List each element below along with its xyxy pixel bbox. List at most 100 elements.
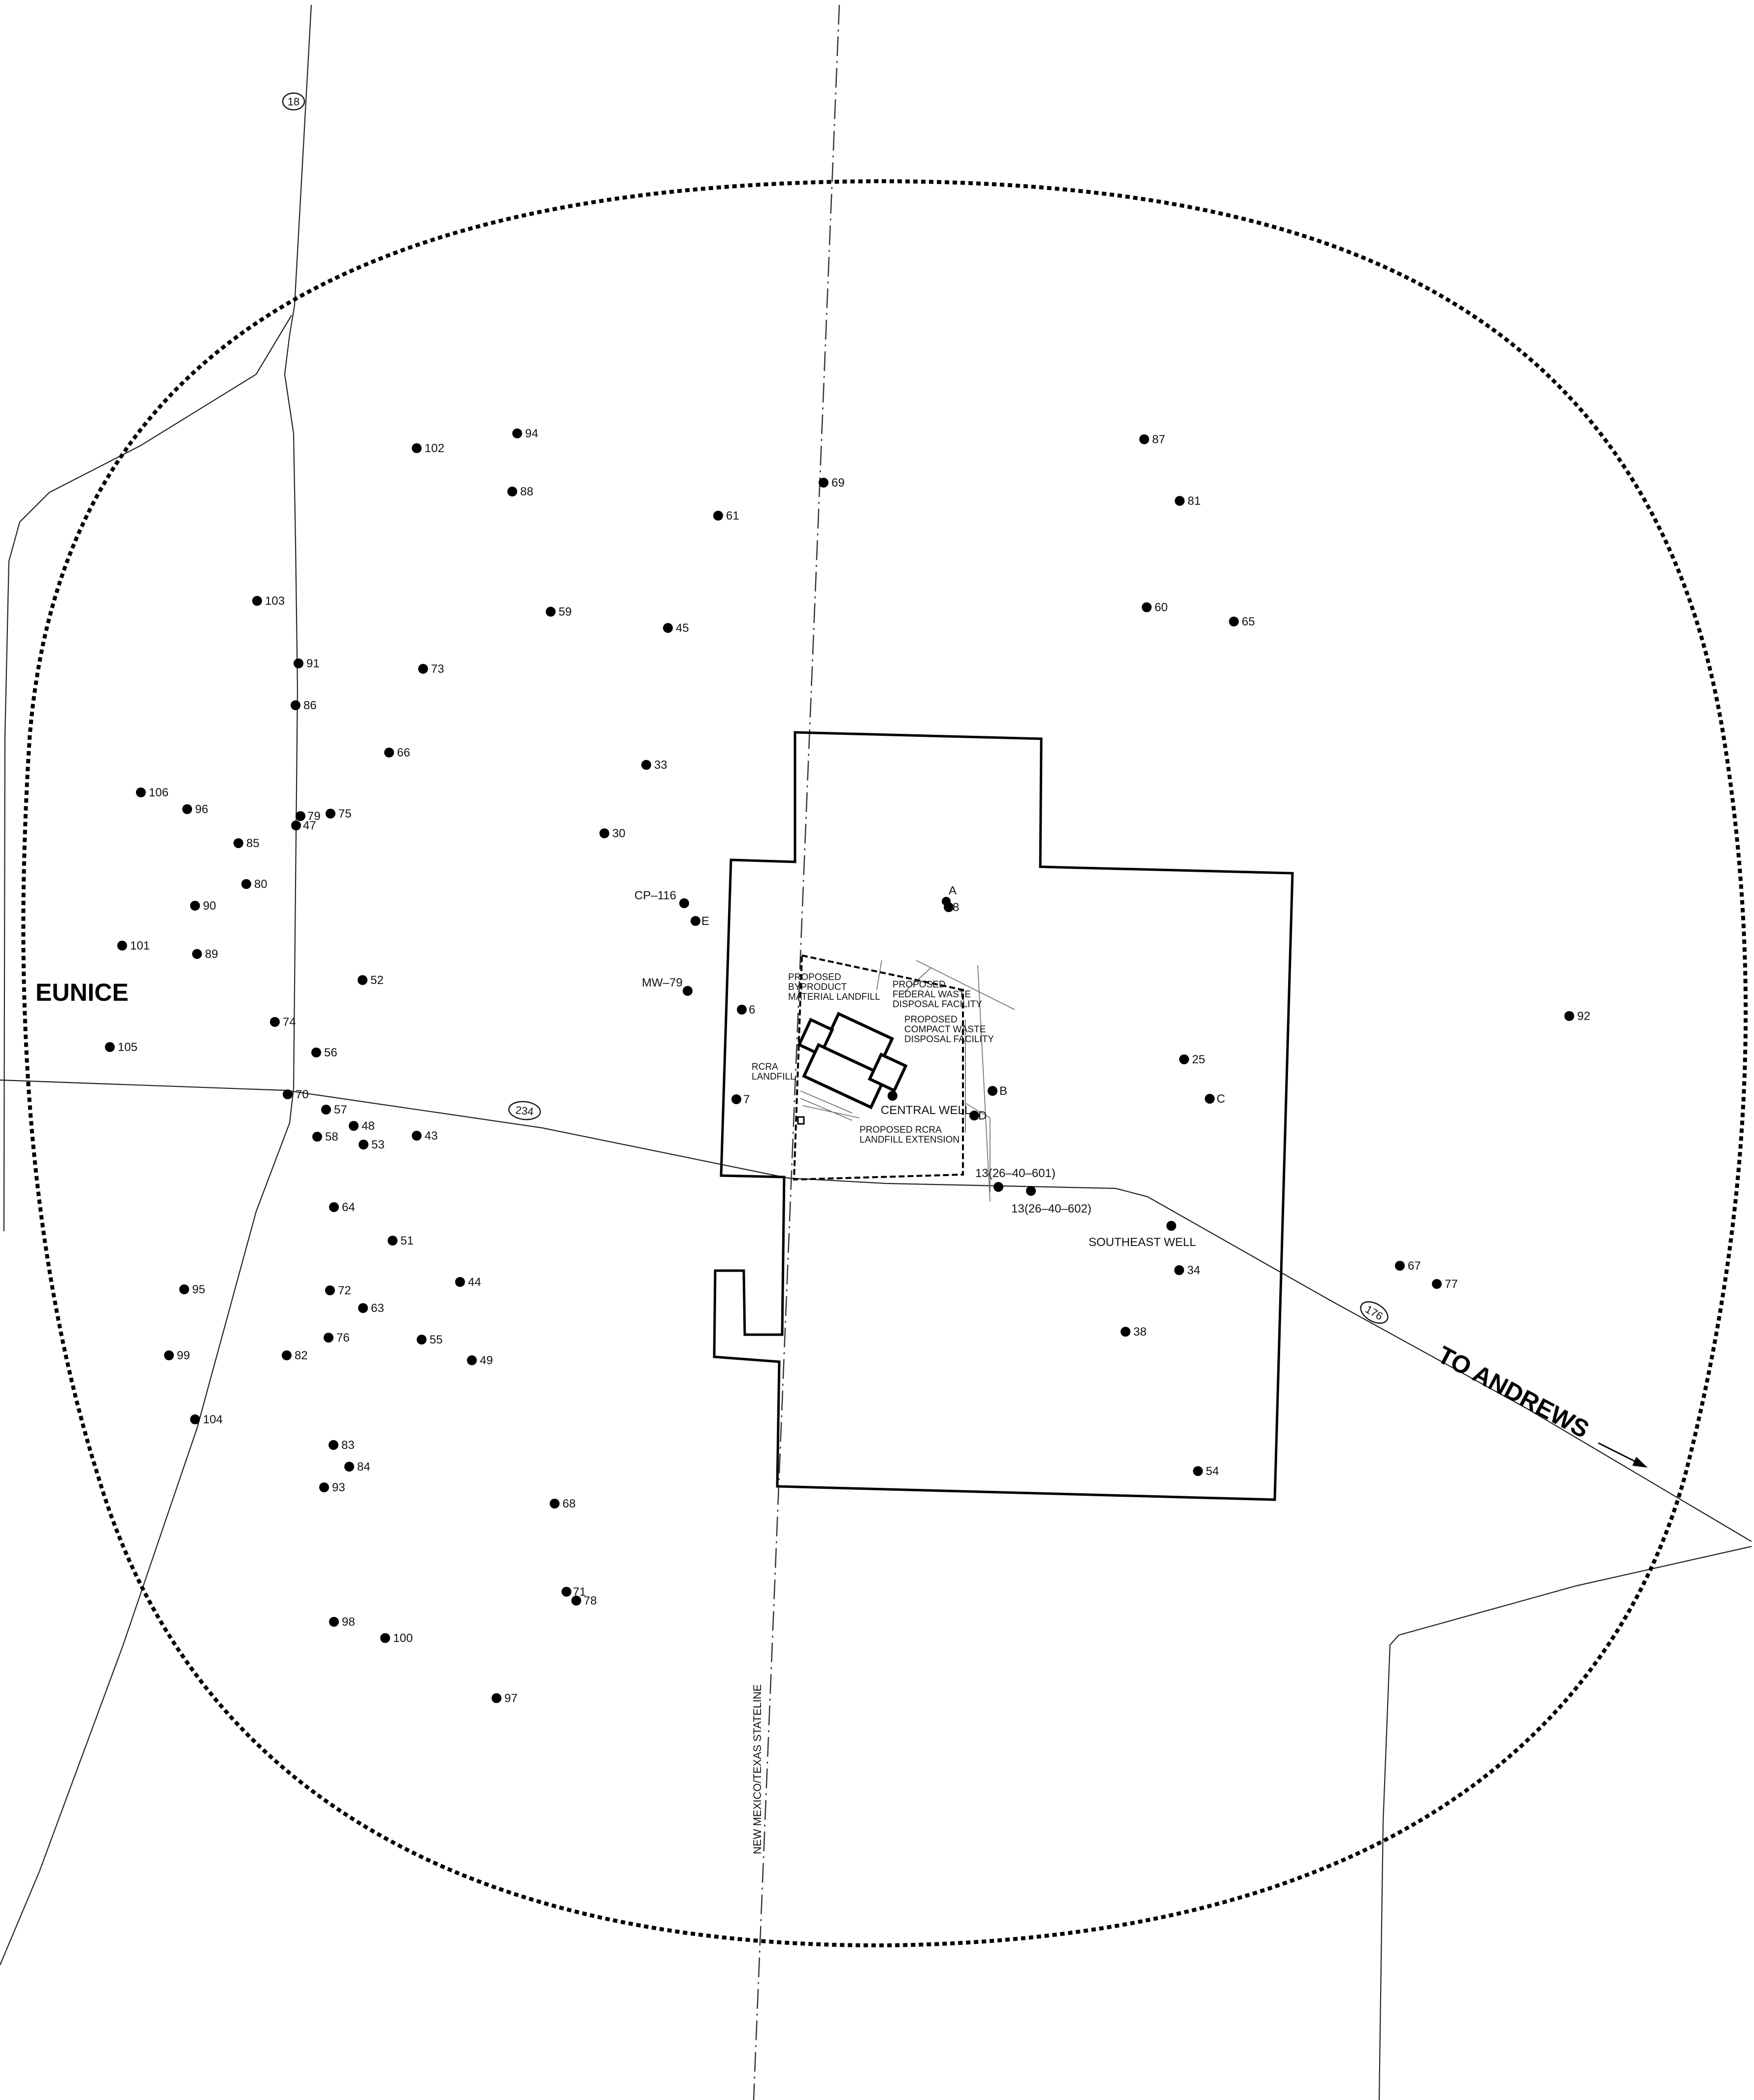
well-marker[interactable]: 93 — [319, 1481, 345, 1494]
well-marker[interactable]: 13(26–40–601) — [975, 1167, 1056, 1192]
svg-text:60: 60 — [1155, 601, 1168, 614]
well-marker[interactable]: 25 — [1179, 1053, 1205, 1066]
well-marker[interactable]: 78 — [571, 1594, 597, 1608]
well-marker[interactable]: E — [691, 915, 709, 928]
well-marker[interactable]: 54 — [1193, 1465, 1219, 1478]
well-marker[interactable]: 79 — [296, 810, 321, 823]
well-marker[interactable]: 68 — [550, 1497, 576, 1510]
well-marker[interactable]: 85 — [233, 837, 260, 850]
well-marker[interactable]: 47 — [291, 819, 316, 832]
well-marker[interactable]: 64 — [329, 1201, 355, 1214]
well-marker[interactable]: CP–116 — [634, 889, 689, 908]
well-marker[interactable]: 98 — [329, 1615, 355, 1629]
well-marker[interactable]: 99 — [164, 1349, 190, 1362]
well-marker[interactable]: 67 — [1395, 1259, 1421, 1273]
well-marker[interactable]: 97 — [492, 1692, 518, 1705]
svg-text:MATERIAL LANDFILL: MATERIAL LANDFILL — [788, 992, 880, 1002]
well-marker[interactable]: 88 — [507, 485, 533, 498]
well-marker[interactable]: 91 — [294, 657, 320, 670]
svg-text:106: 106 — [149, 786, 168, 799]
well-marker[interactable]: 77 — [1432, 1278, 1458, 1291]
well-marker[interactable]: 103 — [252, 594, 285, 608]
well-marker[interactable]: 100 — [380, 1632, 413, 1645]
svg-text:51: 51 — [400, 1234, 414, 1247]
svg-text:30: 30 — [612, 827, 626, 840]
svg-text:103: 103 — [265, 594, 285, 608]
stateline-label-group: NEW MEXICO/TEXAS STATELINE — [751, 1684, 763, 1854]
well-marker[interactable]: 87 — [1139, 433, 1165, 446]
well-marker[interactable]: 51 — [388, 1234, 414, 1247]
well-marker[interactable]: A — [942, 884, 957, 906]
well-marker[interactable]: B — [988, 1084, 1007, 1098]
well-marker[interactable]: 13(26–40–602) — [1011, 1186, 1092, 1215]
site-access-lines — [876, 960, 1015, 1202]
well-marker[interactable]: 63 — [358, 1302, 384, 1315]
route-shields: 18 234 176 — [282, 92, 1389, 1324]
well-marker[interactable]: 57 — [321, 1103, 347, 1116]
well-marker[interactable]: 66 — [384, 746, 410, 759]
well-marker[interactable]: 105 — [105, 1041, 137, 1054]
svg-text:47: 47 — [303, 819, 316, 832]
well-marker[interactable]: 8 — [944, 901, 959, 914]
well-marker[interactable]: 83 — [329, 1439, 355, 1452]
well-marker[interactable]: 73 — [418, 662, 444, 676]
facility-label-rcra-extension: PROPOSED RCRA LANDFILL EXTENSION — [860, 1125, 960, 1145]
well-marker[interactable]: 104 — [190, 1413, 223, 1426]
well-marker[interactable]: 81 — [1175, 494, 1201, 508]
svg-text:A: A — [949, 884, 957, 897]
well-marker[interactable]: 69 — [819, 476, 845, 490]
well-marker[interactable]: 33 — [641, 758, 667, 772]
central-well-marker[interactable]: CENTRAL WELL — [881, 1091, 971, 1117]
well-marker[interactable]: 74 — [270, 1016, 296, 1029]
well-marker[interactable]: 65 — [1229, 615, 1255, 628]
well-marker[interactable]: 70 — [283, 1088, 309, 1101]
well-marker[interactable]: 6 — [737, 1003, 755, 1017]
to-andrews-group: TO ANDREWS — [1433, 1341, 1594, 1444]
well-marker[interactable]: 45 — [663, 622, 689, 635]
well-marker[interactable]: 56 — [311, 1046, 337, 1059]
well-marker[interactable]: 72 — [325, 1284, 351, 1297]
well-marker[interactable]: 106 — [136, 786, 168, 799]
well-marker[interactable]: 58 — [312, 1130, 338, 1144]
route-234-shield: 234 — [508, 1101, 541, 1120]
to-andrews-arrowhead — [1632, 1457, 1648, 1468]
well-marker[interactable]: 95 — [179, 1283, 205, 1296]
well-marker[interactable]: D — [969, 1109, 987, 1122]
well-marker[interactable]: 94 — [512, 427, 538, 440]
well-marker[interactable]: 7 — [731, 1093, 750, 1106]
well-marker[interactable]: 75 — [326, 807, 352, 820]
well-marker[interactable]: 80 — [241, 878, 267, 891]
well-marker[interactable]: 48 — [349, 1119, 375, 1133]
svg-text:89: 89 — [205, 948, 218, 961]
svg-text:8: 8 — [953, 901, 959, 914]
well-marker[interactable]: C — [1205, 1092, 1225, 1106]
well-marker[interactable]: 82 — [282, 1349, 308, 1362]
well-marker[interactable]: 53 — [359, 1138, 385, 1151]
well-marker[interactable]: 60 — [1142, 601, 1168, 614]
svg-text:92: 92 — [1577, 1010, 1590, 1023]
well-marker[interactable]: 89 — [192, 948, 218, 961]
well-marker[interactable]: 102 — [412, 442, 444, 455]
well-marker[interactable]: MW–79 — [642, 976, 693, 996]
well-marker[interactable]: 55 — [417, 1333, 443, 1346]
well-marker[interactable]: 76 — [324, 1331, 350, 1345]
well-marker[interactable]: 30 — [599, 827, 626, 840]
well-marker[interactable]: 92 — [1564, 1010, 1590, 1023]
well-marker[interactable]: 90 — [190, 899, 216, 913]
svg-text:80: 80 — [254, 878, 267, 891]
svg-text:69: 69 — [831, 476, 845, 490]
well-marker[interactable]: 61 — [713, 509, 739, 523]
well-marker[interactable]: 34 — [1174, 1264, 1200, 1277]
well-marker[interactable]: 38 — [1121, 1325, 1147, 1339]
well-marker[interactable]: 59 — [546, 605, 572, 619]
well-marker[interactable]: 101 — [117, 939, 150, 952]
svg-text:LANDFILL: LANDFILL — [752, 1072, 795, 1082]
southeast-well-marker[interactable]: SOUTHEAST WELL — [1089, 1221, 1196, 1249]
well-marker[interactable]: 84 — [344, 1460, 370, 1474]
well-marker[interactable]: 96 — [182, 803, 208, 816]
well-marker[interactable]: 49 — [467, 1354, 493, 1367]
well-marker[interactable]: 43 — [412, 1129, 438, 1143]
well-marker[interactable]: 86 — [291, 699, 317, 712]
well-marker[interactable]: 52 — [358, 974, 384, 987]
well-marker[interactable]: 44 — [455, 1276, 481, 1289]
